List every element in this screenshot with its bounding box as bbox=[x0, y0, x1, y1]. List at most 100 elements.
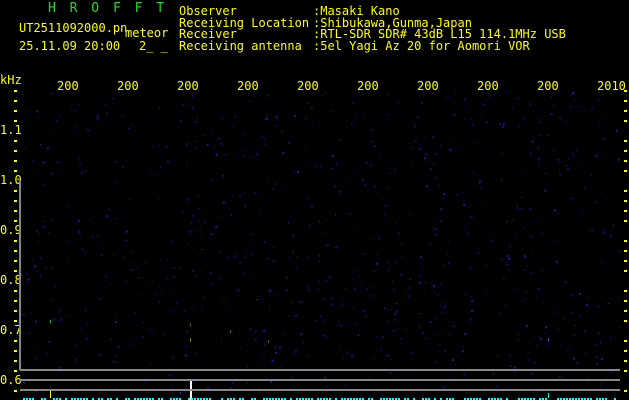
bottom-trace bbox=[590, 398, 592, 400]
noise-dot bbox=[473, 315, 475, 317]
noise-dot bbox=[449, 333, 451, 336]
noise-dot bbox=[161, 289, 163, 291]
noise-dot bbox=[308, 289, 311, 291]
noise-dot bbox=[508, 354, 511, 357]
filename: UT2511092000.pn bbox=[19, 21, 128, 35]
noise-dot bbox=[470, 267, 473, 269]
noise-dot bbox=[53, 129, 55, 131]
noise-dot bbox=[194, 120, 197, 123]
noise-dot bbox=[500, 258, 503, 260]
noise-dot bbox=[296, 255, 298, 258]
noise-dot bbox=[400, 273, 402, 276]
noise-dot bbox=[363, 116, 365, 118]
noise-dot bbox=[338, 139, 341, 142]
noise-dot bbox=[326, 244, 329, 247]
noise-dot bbox=[500, 312, 502, 315]
bottom-trace bbox=[188, 398, 190, 400]
noise-dot bbox=[122, 115, 124, 118]
bottom-trace bbox=[164, 398, 166, 400]
noise-dot bbox=[239, 195, 242, 198]
noise-dot bbox=[585, 304, 588, 307]
noise-dot bbox=[391, 308, 393, 311]
noise-dot bbox=[77, 157, 80, 159]
noise-dot bbox=[216, 152, 218, 154]
noise-dot bbox=[40, 291, 42, 293]
noise-dot bbox=[147, 114, 149, 116]
noise-dot bbox=[244, 256, 247, 258]
noise-dot bbox=[420, 256, 423, 259]
noise-dot bbox=[142, 335, 144, 338]
noise-dot bbox=[453, 114, 455, 117]
bottom-trace bbox=[350, 398, 352, 400]
noise-dot bbox=[126, 230, 129, 233]
noise-dot bbox=[255, 151, 257, 153]
x-tick-label: 2009 bbox=[537, 80, 559, 92]
noise-dot bbox=[179, 391, 182, 394]
noise-dot bbox=[527, 360, 529, 362]
noise-dot bbox=[254, 330, 257, 333]
noise-dot bbox=[557, 325, 559, 327]
bottom-trace bbox=[212, 398, 214, 400]
noise-dot bbox=[127, 157, 129, 159]
noise-dot bbox=[259, 296, 261, 298]
y-tick bbox=[624, 220, 627, 222]
bottom-trace bbox=[293, 398, 295, 400]
noise-dot bbox=[531, 253, 533, 255]
bottom-trace bbox=[272, 398, 274, 400]
noise-dot bbox=[109, 283, 111, 286]
bottom-trace bbox=[521, 398, 523, 400]
noise-dot bbox=[395, 310, 398, 313]
noise-dot bbox=[589, 378, 591, 380]
noise-dot bbox=[35, 320, 38, 323]
noise-dot bbox=[392, 280, 395, 282]
plot-left-border bbox=[19, 180, 21, 370]
noise-dot bbox=[200, 234, 202, 237]
noise-dot bbox=[521, 300, 524, 302]
noise-dot bbox=[502, 123, 505, 126]
noise-dot bbox=[484, 200, 486, 202]
noise-dot bbox=[542, 302, 545, 304]
noise-dot bbox=[158, 144, 160, 147]
noise-dot bbox=[151, 281, 154, 283]
bottom-trace bbox=[257, 398, 259, 400]
bottom-trace bbox=[338, 398, 340, 400]
noise-dot bbox=[544, 326, 547, 329]
bottom-trace bbox=[512, 398, 514, 400]
bottom-trace bbox=[476, 398, 478, 400]
noise-dot bbox=[205, 209, 207, 211]
noise-dot bbox=[207, 264, 209, 266]
noise-dot bbox=[133, 312, 136, 315]
noise-dot bbox=[609, 234, 611, 237]
noise-dot bbox=[506, 263, 509, 265]
y-tick bbox=[14, 240, 17, 242]
noise-dot bbox=[115, 355, 117, 358]
noise-dot bbox=[619, 325, 621, 328]
y-tick bbox=[624, 390, 627, 392]
noise-dot bbox=[478, 183, 481, 185]
y-tick bbox=[624, 260, 627, 262]
noise-dot bbox=[595, 344, 598, 347]
noise-dot bbox=[230, 214, 233, 217]
noise-dot bbox=[469, 318, 472, 321]
noise-dot bbox=[444, 350, 447, 353]
y-tick bbox=[624, 300, 627, 302]
noise-dot bbox=[404, 329, 407, 331]
noise-dot bbox=[435, 234, 438, 236]
noise-dot bbox=[237, 155, 239, 157]
noise-dot bbox=[254, 193, 257, 195]
noise-dot bbox=[435, 362, 437, 364]
noise-dot bbox=[479, 180, 482, 183]
noise-dot bbox=[419, 144, 422, 146]
noise-dot bbox=[132, 268, 134, 271]
noise-dot bbox=[344, 288, 346, 290]
bottom-trace bbox=[572, 398, 574, 400]
y-tick bbox=[14, 150, 17, 152]
bottom-trace bbox=[107, 398, 109, 400]
noise-dot bbox=[185, 294, 187, 296]
noise-dot bbox=[609, 372, 612, 374]
grid-line bbox=[20, 369, 620, 371]
noise-dot bbox=[417, 116, 420, 119]
noise-dot bbox=[197, 195, 200, 197]
noise-dot bbox=[375, 262, 378, 265]
